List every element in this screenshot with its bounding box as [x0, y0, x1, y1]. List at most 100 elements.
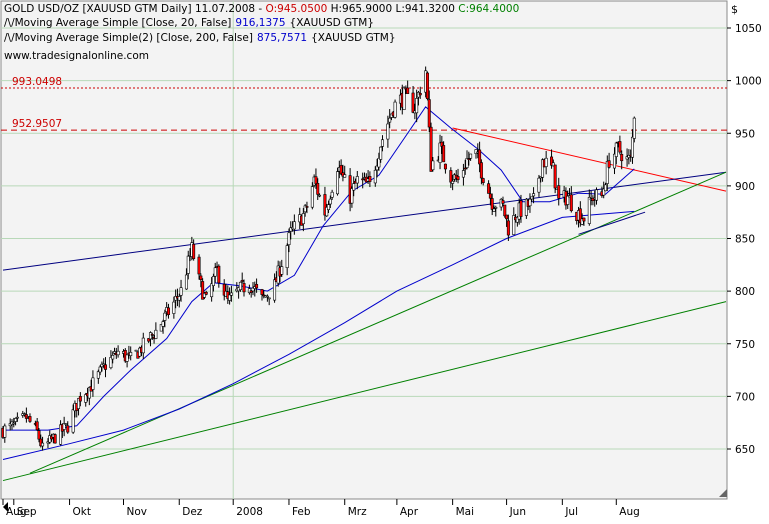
candle-body [492, 208, 496, 212]
candle-body [129, 352, 133, 356]
ma200-value: 875,7571 [257, 32, 307, 44]
plot-area [0, 0, 728, 500]
candle-body [179, 287, 183, 296]
candle-body [418, 93, 422, 96]
candle-body [551, 162, 555, 167]
candle-body [285, 245, 289, 269]
candle-body [618, 141, 622, 153]
candle-body [580, 218, 584, 225]
candle-body [3, 425, 7, 438]
candle-body [98, 366, 102, 373]
trendline-jun-support [578, 211, 646, 235]
candle-body [116, 350, 120, 356]
candle-body [512, 215, 516, 235]
x-tick-label: Nov [127, 506, 148, 518]
candle-body [537, 177, 541, 193]
candle-body [213, 267, 217, 277]
candle-body [524, 198, 528, 216]
ma200-legend: /\/Moving Average Simple(2) [Close, 200,… [4, 32, 396, 44]
ma200-label: Moving Average Simple(2) [Close, 200, Fa… [15, 32, 253, 44]
candle-body [632, 117, 636, 139]
candle-body [336, 171, 340, 195]
candle-body [314, 176, 318, 185]
candle-body [201, 281, 205, 300]
candle-body [490, 198, 494, 210]
candle-body [222, 283, 226, 296]
candle-body [260, 289, 264, 295]
ma20-suffix: {XAUUSD GTM} [290, 17, 374, 29]
currency-symbol: $ [731, 3, 738, 16]
ma20-legend: /\/Moving Average Simple [Close, 20, Fal… [4, 17, 374, 29]
candle-body [280, 266, 284, 275]
candle-body [240, 280, 244, 282]
candle-body [506, 220, 510, 236]
y-tick-label: 700 [735, 391, 755, 403]
candle-body [602, 188, 606, 196]
candle-body [204, 291, 208, 295]
candle-body [481, 178, 485, 183]
candle-body [612, 153, 616, 169]
candle-body [566, 195, 570, 205]
x-tick-label: Mrz [348, 506, 367, 518]
candle-body [66, 425, 70, 433]
candle-body [519, 200, 523, 217]
candle-body [373, 169, 377, 184]
candle-body [199, 275, 203, 280]
candle-body [620, 153, 624, 162]
candle-body [469, 153, 473, 159]
candle-body [501, 200, 505, 204]
candle-body [100, 363, 104, 368]
scroll-up-arrow-icon[interactable] [3, 502, 8, 512]
candle-body [587, 197, 591, 224]
candle-body [343, 174, 347, 178]
candle-body [255, 284, 259, 289]
candle-body [301, 213, 305, 225]
expand-corner-icon[interactable] [719, 489, 727, 497]
candle-body [443, 163, 447, 170]
candle-body [487, 183, 491, 194]
candle-body [478, 149, 482, 165]
candle-body [59, 424, 63, 445]
candle-body [456, 176, 460, 181]
level-label-upper: 993.0498 [12, 76, 62, 88]
candle-body [465, 158, 469, 168]
grid [1, 1, 727, 499]
candle-body [186, 255, 190, 274]
candle-body [461, 170, 465, 178]
low-value: L:941.3200 [392, 3, 455, 15]
candle-body [503, 204, 507, 217]
candle-body [553, 164, 557, 189]
y-tick-label: 1000 [735, 76, 762, 88]
candle-body [339, 165, 343, 175]
candle-body [265, 295, 269, 298]
candle-body [77, 398, 81, 409]
high-value: H:965.9000 [327, 3, 392, 15]
candle-body [292, 221, 296, 230]
y-tick-label: 800 [735, 286, 755, 298]
candle-body [53, 434, 57, 444]
candle-body [71, 409, 75, 433]
candle-body [557, 185, 561, 199]
candle-body [530, 196, 534, 200]
candle-body [303, 205, 307, 213]
candle-body [515, 217, 519, 223]
candle-body [228, 294, 232, 301]
candle-body [12, 422, 16, 425]
candle-body [211, 276, 215, 286]
candle-body [352, 183, 356, 191]
x-tick-label: Jun [509, 506, 526, 518]
candle-body [350, 188, 354, 204]
candle-body [184, 274, 188, 290]
candle-body [438, 142, 442, 163]
instrument-label: GOLD USD/OZ [XAUUSD GTM Daily] 11.07.200… [4, 3, 266, 15]
candle-body [166, 307, 170, 315]
candle-body [14, 418, 18, 422]
candle-body [380, 139, 384, 147]
candle-body [327, 204, 331, 211]
candle-body [62, 423, 66, 430]
candle-body [411, 92, 415, 113]
candle-body [406, 87, 410, 94]
candle-body [305, 206, 309, 208]
candle-body [605, 161, 609, 184]
